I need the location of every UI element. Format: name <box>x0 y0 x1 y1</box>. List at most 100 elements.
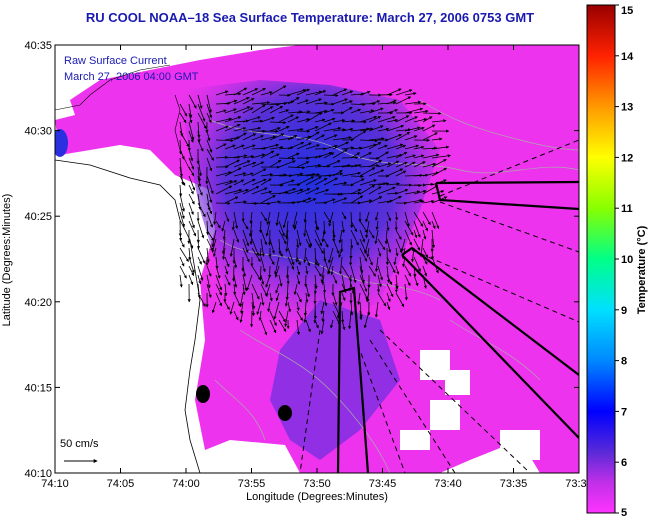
current-vector <box>422 247 428 258</box>
current-vector <box>323 292 328 307</box>
current-vector <box>242 229 250 247</box>
current-vector <box>395 211 399 221</box>
current-vector <box>188 238 194 249</box>
current-vector <box>233 200 247 204</box>
current-vector <box>278 126 290 132</box>
current-vector <box>348 310 352 330</box>
current-vector <box>251 104 266 114</box>
current-vector <box>287 152 300 159</box>
current-vector <box>206 247 210 263</box>
current-vector <box>395 144 407 150</box>
y-tick-label: 40:35 <box>24 40 52 52</box>
current-vector <box>258 310 262 321</box>
current-vector <box>293 283 298 296</box>
current-vector <box>395 89 413 96</box>
current-vector <box>197 112 207 130</box>
colorbar <box>586 4 616 514</box>
current-vector <box>386 292 391 303</box>
current-vector <box>350 163 362 168</box>
current-vector <box>359 229 366 243</box>
current-vector <box>404 116 418 123</box>
current-vector <box>260 190 273 195</box>
current-vector <box>265 283 271 297</box>
colorbar-ticks: 15 14 13 12 11 10 9 8 7 6 5 <box>615 4 634 519</box>
current-vector <box>251 161 265 168</box>
current-vector <box>314 164 331 168</box>
current-vector <box>377 247 382 257</box>
current-vector <box>350 127 371 132</box>
current-vector <box>321 274 325 285</box>
current-vector <box>275 211 280 227</box>
current-vector <box>269 191 289 195</box>
current-vector <box>206 157 213 172</box>
y-tick-label: 40:15 <box>24 382 52 394</box>
current-vector <box>386 124 405 132</box>
current-vector <box>287 301 292 313</box>
current-vector <box>287 172 304 177</box>
current-vector <box>350 195 364 204</box>
current-vector <box>386 220 390 231</box>
colorbar-tick-label: 5 <box>621 507 627 519</box>
current-vector <box>395 189 409 195</box>
current-vector <box>224 211 230 223</box>
x-tick-label: 73:45 <box>369 478 397 490</box>
current-vector <box>278 160 296 168</box>
current-vector <box>386 168 404 177</box>
current-vector <box>285 229 289 240</box>
current-vector <box>296 256 301 266</box>
current-vector <box>431 137 443 141</box>
current-vector <box>296 310 303 321</box>
current-vector <box>359 109 375 114</box>
current-vector <box>350 146 363 150</box>
current-vector <box>395 229 402 240</box>
current-vector <box>305 90 323 96</box>
current-vector <box>413 229 418 239</box>
current-vector <box>287 110 303 114</box>
current-vector <box>332 149 348 159</box>
land-mass <box>55 159 201 473</box>
current-vector <box>292 211 298 229</box>
current-vector <box>258 265 263 281</box>
current-vector <box>377 151 389 159</box>
current-vector <box>422 132 438 141</box>
map-title: RU COOL NOAA–18 Sea Surface Temperature:… <box>85 10 535 25</box>
current-vector <box>197 157 202 177</box>
current-vector <box>386 133 402 141</box>
current-vector <box>206 184 213 204</box>
current-vector <box>431 220 436 229</box>
current-vector <box>305 238 311 249</box>
current-vector <box>386 143 404 150</box>
current-vector <box>233 160 251 168</box>
current-vector <box>413 109 429 114</box>
current-vector <box>296 197 312 204</box>
current-vector <box>338 247 343 258</box>
x-tick-label: 73:55 <box>238 478 266 490</box>
x-tick-label: 73:30 <box>565 478 593 490</box>
current-vector <box>215 155 229 159</box>
current-vector <box>242 186 260 195</box>
current-vector <box>251 283 260 300</box>
current-vector <box>404 100 422 105</box>
current-vector <box>224 196 239 204</box>
current-vector <box>341 265 352 282</box>
current-vector <box>305 112 323 123</box>
current-vector <box>359 247 368 262</box>
current-vector <box>265 220 271 237</box>
current-vector <box>233 256 238 269</box>
current-vector <box>242 161 257 168</box>
current-vector <box>296 110 311 114</box>
current-vector <box>303 220 307 237</box>
current-vector <box>332 88 348 96</box>
current-vector <box>395 274 399 290</box>
current-vector <box>422 171 440 177</box>
current-vector <box>229 301 235 315</box>
current-vector <box>314 118 326 123</box>
current-vector <box>233 154 248 159</box>
sst-cool-patch <box>270 300 400 460</box>
station-marker <box>196 385 210 403</box>
current-vector <box>206 139 213 153</box>
current-vector <box>359 139 379 143</box>
current-vector <box>368 160 383 168</box>
current-vector <box>350 220 358 233</box>
current-vector <box>269 159 282 168</box>
